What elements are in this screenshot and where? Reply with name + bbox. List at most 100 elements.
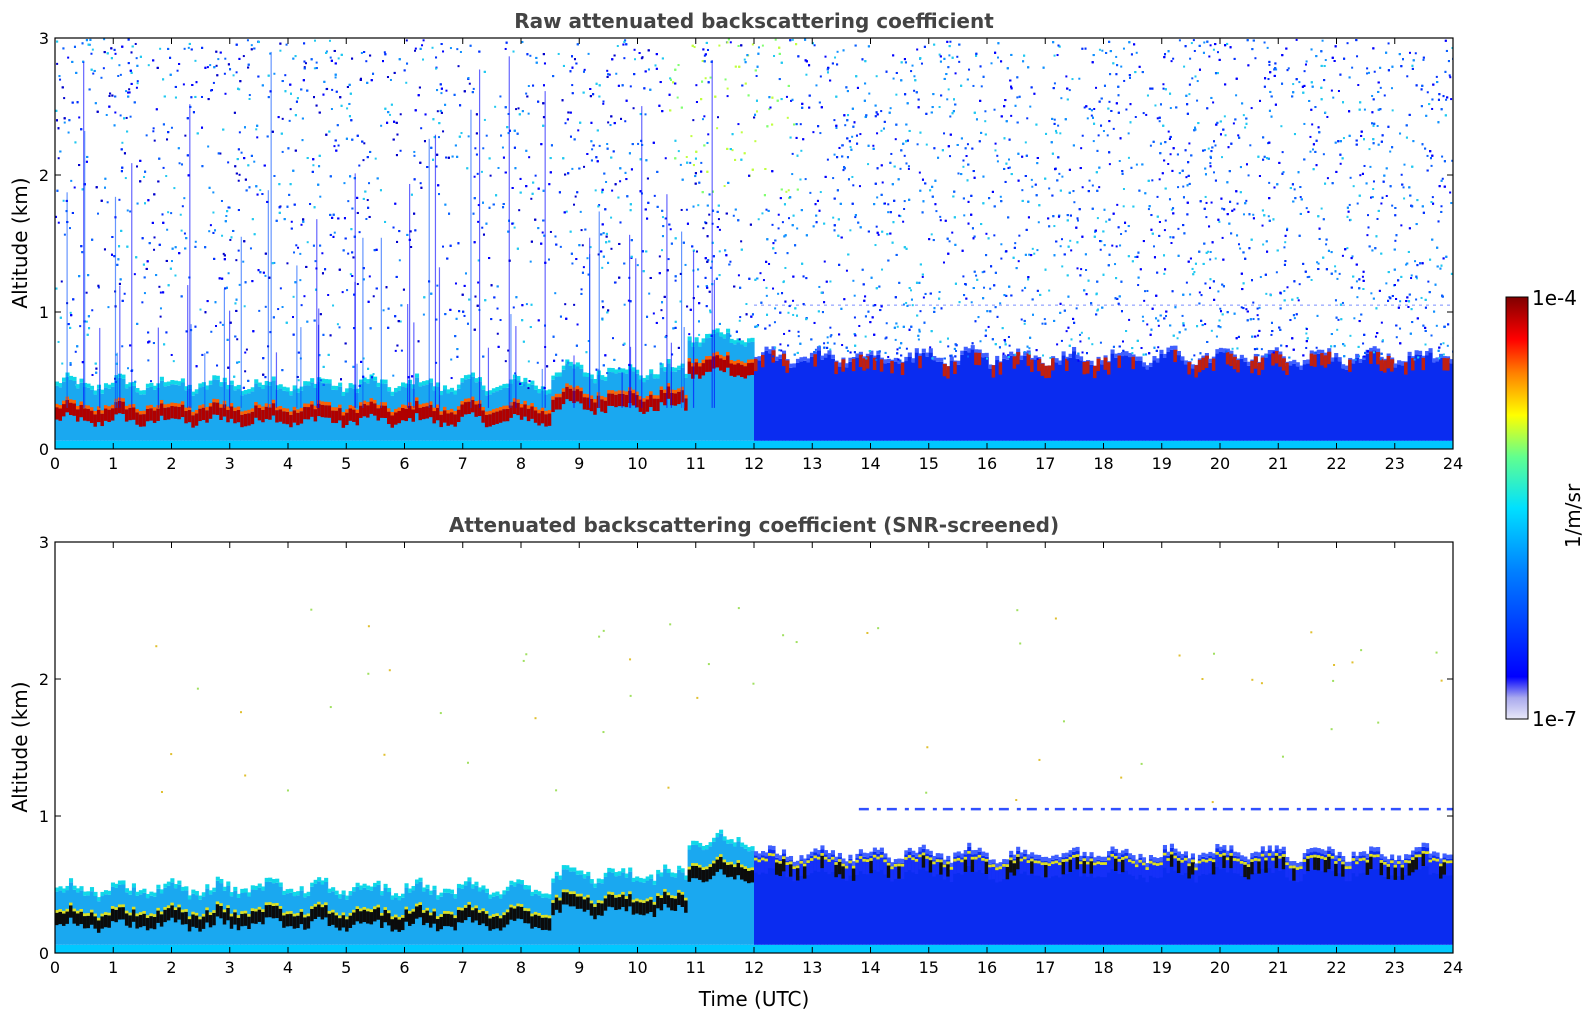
noise-speck xyxy=(910,70,913,73)
layer-fringe-cell xyxy=(561,365,566,370)
noise-speck xyxy=(57,221,60,224)
layer-peak-cell xyxy=(530,406,535,419)
noise-speck xyxy=(1239,247,1242,250)
noise-speck xyxy=(1236,202,1239,205)
surface-band-cell xyxy=(498,440,503,449)
layer-peak-edge-cell xyxy=(456,406,462,410)
noise-speck xyxy=(1403,163,1406,166)
layer-body-cell xyxy=(701,342,706,441)
surface-band-cell xyxy=(1187,440,1192,449)
noise-speck xyxy=(281,306,284,309)
surface-band-cell xyxy=(271,440,276,449)
noise-speck xyxy=(413,150,416,153)
surface-band-cell xyxy=(425,440,430,449)
layer-fringe-cell xyxy=(1134,356,1140,361)
noise-speck xyxy=(549,230,552,233)
layer-fringe-cell xyxy=(93,390,98,395)
layer-fringe-cell xyxy=(848,357,853,362)
noise-speck xyxy=(1414,52,1417,55)
surface-band-cell xyxy=(1204,440,1209,449)
layer-body-cell xyxy=(708,337,713,441)
noise-speck xyxy=(913,75,916,78)
layer-peak-edge-cell xyxy=(348,405,353,409)
layer-peak-cell xyxy=(58,408,63,421)
layer-fringe-cell xyxy=(86,383,91,388)
noise-speck xyxy=(222,252,225,255)
noise-speck xyxy=(1053,54,1056,57)
layer-peak-cell xyxy=(1040,363,1045,376)
layer-peak-edge-cell xyxy=(275,406,280,411)
surface-band-cell xyxy=(537,440,542,449)
noise-speck xyxy=(586,257,589,260)
noise-speck xyxy=(1092,140,1095,143)
surface-band-cell xyxy=(299,440,304,449)
layer-body-cell xyxy=(1016,352,1021,441)
noise-speck xyxy=(290,220,293,223)
layer-peak-cell xyxy=(1411,358,1416,371)
layer-peak-cell xyxy=(1030,359,1035,372)
noise-speck xyxy=(834,56,837,59)
noise-speck xyxy=(813,44,816,47)
layer-fringe-cell xyxy=(837,362,842,367)
noise-speck xyxy=(1352,185,1355,188)
noise-speck xyxy=(1112,127,1115,130)
noise-speck xyxy=(1224,134,1227,137)
noise-speck xyxy=(679,163,682,166)
layer-fringe-cell xyxy=(970,345,975,350)
noise-speck xyxy=(59,78,62,81)
layer-peak-edge-cell xyxy=(533,407,538,411)
layer-fringe-cell xyxy=(575,362,580,367)
noise-speck xyxy=(1325,243,1328,246)
noise-speck xyxy=(1118,160,1121,163)
noise-speck xyxy=(321,252,324,255)
noise-speck xyxy=(829,335,832,338)
noise-speck xyxy=(1004,340,1007,343)
surface-band-cell xyxy=(401,440,406,449)
noise-speck xyxy=(1235,94,1238,97)
noise-speck xyxy=(514,372,517,375)
layer-fringe-cell xyxy=(558,372,563,377)
layer-peak-cell xyxy=(131,407,136,420)
noise-speck xyxy=(1399,327,1402,330)
layer-fringe-cell xyxy=(1372,346,1377,351)
noise-speck xyxy=(685,156,688,159)
layer-fringe-cell xyxy=(79,378,84,383)
surface-band-cell xyxy=(1435,440,1440,449)
noise-speck xyxy=(772,355,775,358)
layer-peak-cell xyxy=(544,414,549,427)
noise-speck xyxy=(1254,57,1257,60)
layer-fringe-cell xyxy=(600,375,605,380)
noise-speck xyxy=(606,372,609,375)
layer-peak-cell xyxy=(1131,356,1136,370)
surface-band-cell xyxy=(306,440,311,449)
layer-body-cell xyxy=(1449,363,1453,441)
layer-fringe-cell xyxy=(698,342,703,347)
noise-speck xyxy=(1292,83,1295,86)
noise-speck xyxy=(772,287,775,290)
layer-fringe-cell xyxy=(1190,364,1195,369)
layer-peak-edge-cell xyxy=(498,407,503,411)
noise-speck xyxy=(1024,141,1027,144)
noise-speck xyxy=(158,285,161,288)
layer-body-cell xyxy=(1079,360,1084,441)
layer-fringe-cell xyxy=(1012,353,1017,359)
layer-body-cell xyxy=(1365,353,1370,441)
layer-peak-cell xyxy=(324,405,329,418)
layer-peak-cell xyxy=(1309,353,1314,366)
layer-peak-cell xyxy=(918,355,923,369)
noise-speck xyxy=(91,48,94,51)
noise-speck xyxy=(1430,334,1433,337)
layer-fringe-cell xyxy=(781,350,787,355)
noise-speck xyxy=(1088,179,1091,182)
noise-speck xyxy=(1066,358,1069,361)
layer-peak-edge-cell xyxy=(449,408,455,413)
layer-body-cell xyxy=(673,371,678,441)
noise-speck xyxy=(698,333,701,336)
layer-fringe-cell xyxy=(299,386,304,391)
noise-speck xyxy=(894,338,897,341)
surface-band-cell xyxy=(1316,440,1321,449)
surface-band-cell xyxy=(394,440,399,449)
layer-peak-cell xyxy=(533,410,538,423)
layer-fringe-cell xyxy=(1414,350,1419,355)
surface-band-cell xyxy=(998,440,1003,449)
